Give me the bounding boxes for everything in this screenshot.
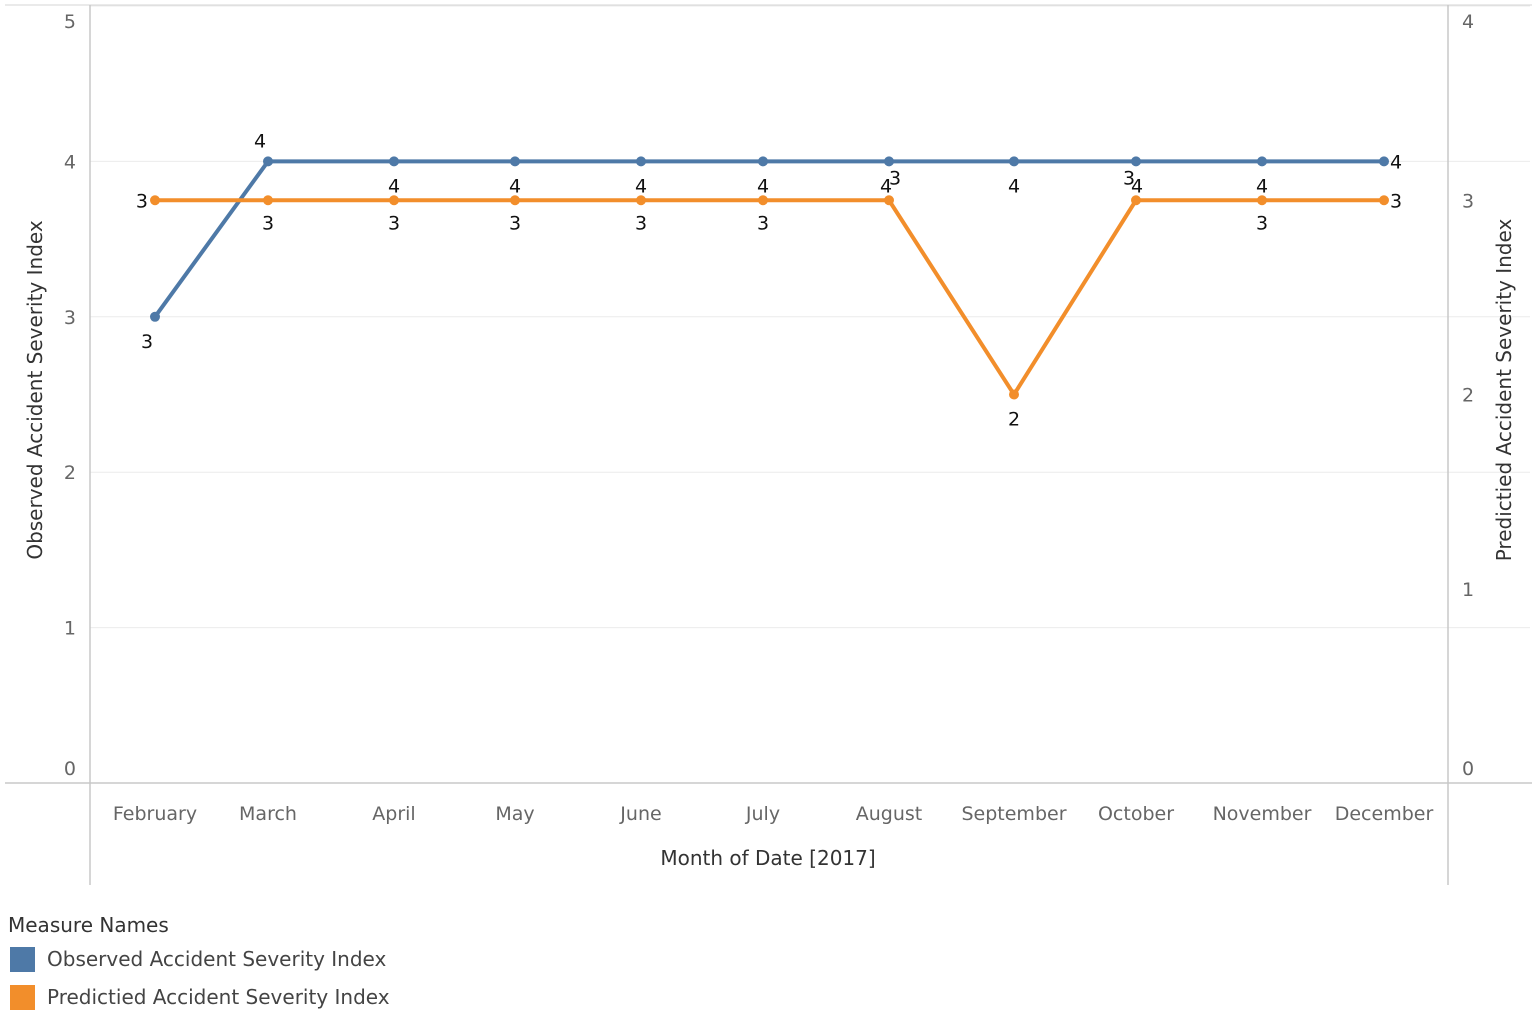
predicted-data-label: 3 [1390,190,1402,212]
observed-data-label: 4 [1131,175,1143,197]
x-tick-label: July [745,803,780,825]
left-tick-label: 2 [64,462,76,484]
x-tick-label: October [1098,803,1174,825]
predicted-data-label: 3 [1256,212,1268,234]
x-tick-label: December [1335,803,1434,825]
series-1-point[interactable] [884,195,894,206]
legend-item-predicted[interactable]: Predictied Accident Severity Index [8,978,508,1016]
right-tick-label: 3 [1462,190,1474,212]
series-1-point[interactable] [510,195,520,206]
observed-data-label: 4 [880,175,892,197]
series-1-point[interactable] [636,195,646,206]
predicted-data-label: 3 [889,167,901,189]
x-tick-label: May [495,803,534,825]
x-tick-label: April [372,803,415,825]
right-tick-label: 4 [1462,11,1474,33]
observed-data-label: 4 [509,175,521,197]
series-1-point[interactable] [1009,389,1019,400]
x-tick-label: June [619,803,661,825]
series-line-1 [155,198,1384,397]
x-tick-label: August [856,803,923,825]
observed-data-label: 4 [1008,175,1020,197]
series-0-point[interactable] [1379,156,1389,167]
series-1-point[interactable] [1131,195,1141,206]
series-lines [150,156,1389,400]
x-tick-label: March [239,803,297,825]
x-tick-label: November [1213,803,1312,825]
left-tick-label: 0 [64,758,76,780]
x-tick-label: February [113,803,197,825]
observed-data-label: 3 [141,331,153,353]
legend-swatch-observed [10,946,35,972]
series-0-point[interactable] [263,156,273,167]
predicted-data-label: 3 [262,212,274,234]
series-0-point[interactable] [389,156,399,167]
left-axis-ticks: 0 1 2 3 4 5 [64,11,76,780]
observed-data-label: 4 [635,175,647,197]
left-axis-title: Observed Accident Severity Index [23,220,47,560]
right-tick-label: 0 [1462,758,1474,780]
x-axis-title: Month of Date [2017] [660,846,875,870]
legend-label-predicted: Predictied Accident Severity Index [47,985,390,1009]
predicted-data-label: 3 [136,190,148,212]
series-1-point[interactable] [1257,195,1267,206]
series-0-point[interactable] [150,311,160,322]
series-0-point[interactable] [758,156,768,167]
predicted-data-label: 3 [757,212,769,234]
series-1-point[interactable] [1379,195,1389,206]
left-tick-label: 5 [64,11,76,33]
right-tick-label: 1 [1462,579,1474,601]
left-tick-label: 4 [64,151,76,173]
legend-label-observed: Observed Accident Severity Index [47,947,387,971]
legend-title: Measure Names [8,913,169,937]
observed-data-label: 4 [757,175,769,197]
predicted-data-label: 3 [1123,167,1135,189]
right-axis-ticks: 0 1 2 3 4 [1462,11,1474,780]
predicted-data-label: 2 [1008,409,1020,431]
x-axis-ticks: February March April May June July August Septe… [113,803,1434,825]
series-1-point[interactable] [150,195,160,206]
chart-frame [5,4,1532,885]
left-tick-label: 1 [64,618,76,640]
observed-data-label: 4 [1256,175,1268,197]
series-1-point[interactable] [263,195,273,206]
series-1-point[interactable] [389,195,399,206]
series-0-point[interactable] [1131,156,1141,167]
series-1-point[interactable] [758,195,768,206]
observed-data-label: 4 [1390,151,1402,173]
series-line-0 [153,159,1384,318]
legend: Measure Names Observed Accident Severity… [8,910,508,1016]
gridlines [90,5,1530,629]
left-tick-label: 3 [64,307,76,329]
predicted-data-label: 3 [509,212,521,234]
legend-item-observed[interactable]: Observed Accident Severity Index [8,940,508,978]
right-axis-title: Predictied Accident Severity Index [1492,219,1516,562]
predicted-data-label: 3 [635,212,647,234]
series-0-point[interactable] [636,156,646,167]
series-0-point[interactable] [1009,156,1019,167]
legend-swatch-predicted [10,984,35,1010]
right-tick-label: 2 [1462,385,1474,407]
x-tick-label: September [961,803,1066,825]
predicted-data-label: 3 [388,212,400,234]
observed-data-label: 4 [388,175,400,197]
observed-data-label: 4 [254,130,266,152]
series-0-point[interactable] [1257,156,1267,167]
series-0-point[interactable] [884,156,894,167]
series-0-point[interactable] [510,156,520,167]
